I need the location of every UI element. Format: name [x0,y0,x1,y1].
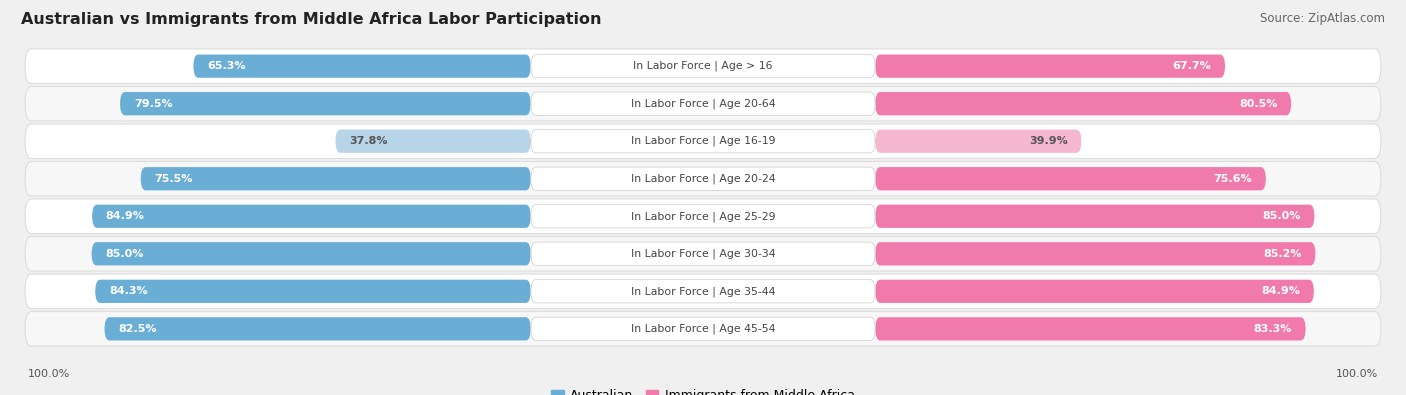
FancyBboxPatch shape [336,130,531,153]
FancyBboxPatch shape [876,317,1306,340]
FancyBboxPatch shape [25,49,1381,83]
FancyBboxPatch shape [876,55,1225,78]
FancyBboxPatch shape [25,237,1381,271]
FancyBboxPatch shape [876,167,1265,190]
FancyBboxPatch shape [194,55,531,78]
Text: In Labor Force | Age 20-64: In Labor Force | Age 20-64 [631,98,775,109]
FancyBboxPatch shape [531,167,876,190]
Text: In Labor Force | Age > 16: In Labor Force | Age > 16 [633,61,773,71]
Text: In Labor Force | Age 20-24: In Labor Force | Age 20-24 [631,173,775,184]
FancyBboxPatch shape [531,242,876,265]
Legend: Australian, Immigrants from Middle Africa: Australian, Immigrants from Middle Afric… [547,384,859,395]
Text: 80.5%: 80.5% [1239,99,1278,109]
FancyBboxPatch shape [531,205,876,228]
FancyBboxPatch shape [876,242,1316,265]
FancyBboxPatch shape [531,92,876,115]
Text: 100.0%: 100.0% [1336,369,1378,379]
Text: 79.5%: 79.5% [134,99,173,109]
Text: 39.9%: 39.9% [1029,136,1067,146]
FancyBboxPatch shape [25,199,1381,233]
Text: 82.5%: 82.5% [118,324,156,334]
Text: 67.7%: 67.7% [1173,61,1211,71]
FancyBboxPatch shape [876,92,1291,115]
FancyBboxPatch shape [104,317,531,340]
Text: Australian vs Immigrants from Middle Africa Labor Participation: Australian vs Immigrants from Middle Afr… [21,12,602,27]
FancyBboxPatch shape [25,274,1381,308]
Text: 84.3%: 84.3% [108,286,148,296]
FancyBboxPatch shape [91,205,531,228]
FancyBboxPatch shape [531,130,876,153]
FancyBboxPatch shape [96,280,531,303]
Text: 85.0%: 85.0% [1263,211,1301,221]
Text: 37.8%: 37.8% [349,136,388,146]
Text: 83.3%: 83.3% [1254,324,1292,334]
Text: 84.9%: 84.9% [1261,286,1301,296]
FancyBboxPatch shape [25,87,1381,121]
Text: 84.9%: 84.9% [105,211,145,221]
FancyBboxPatch shape [141,167,531,190]
Text: In Labor Force | Age 45-54: In Labor Force | Age 45-54 [631,324,775,334]
Text: In Labor Force | Age 16-19: In Labor Force | Age 16-19 [631,136,775,147]
FancyBboxPatch shape [25,124,1381,158]
FancyBboxPatch shape [91,242,531,265]
FancyBboxPatch shape [25,162,1381,196]
Text: 100.0%: 100.0% [28,369,70,379]
Text: 75.6%: 75.6% [1213,174,1253,184]
FancyBboxPatch shape [120,92,531,115]
FancyBboxPatch shape [876,205,1315,228]
Text: Source: ZipAtlas.com: Source: ZipAtlas.com [1260,12,1385,25]
Text: In Labor Force | Age 25-29: In Labor Force | Age 25-29 [631,211,775,222]
Text: In Labor Force | Age 35-44: In Labor Force | Age 35-44 [631,286,775,297]
FancyBboxPatch shape [876,130,1081,153]
FancyBboxPatch shape [531,280,876,303]
Text: 85.0%: 85.0% [105,249,143,259]
Text: 75.5%: 75.5% [155,174,193,184]
FancyBboxPatch shape [531,55,876,78]
Text: 65.3%: 65.3% [207,61,246,71]
FancyBboxPatch shape [531,317,876,340]
Text: 85.2%: 85.2% [1263,249,1302,259]
Text: In Labor Force | Age 30-34: In Labor Force | Age 30-34 [631,248,775,259]
FancyBboxPatch shape [876,280,1315,303]
FancyBboxPatch shape [25,312,1381,346]
